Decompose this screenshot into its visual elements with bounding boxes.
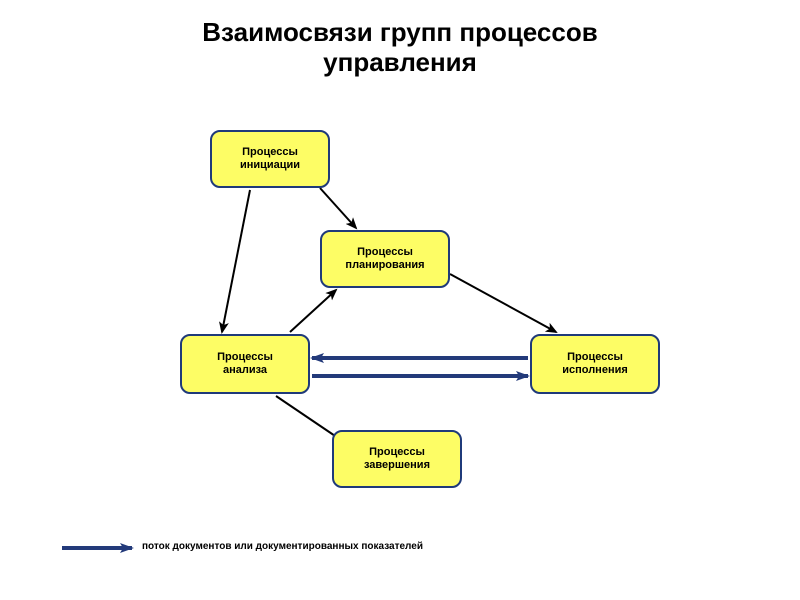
node-closing: Процессызавершения bbox=[332, 430, 462, 488]
page-title: Взаимосвязи групп процессов управления bbox=[0, 18, 800, 78]
arrow-layer bbox=[0, 0, 800, 600]
node-analysis: Процессыанализа bbox=[180, 334, 310, 394]
edge-initiation-to-analysis bbox=[222, 190, 250, 332]
edge-initiation-to-planning bbox=[320, 188, 356, 228]
title-line-1: Взаимосвязи групп процессов bbox=[202, 17, 597, 47]
node-execution: Процессыисполнения bbox=[530, 334, 660, 394]
edge-analysis-to-planning bbox=[290, 290, 336, 332]
node-label: Процессыинициации bbox=[240, 146, 300, 171]
legend-label: поток документов или документированных п… bbox=[142, 541, 423, 552]
node-label: Процессыанализа bbox=[217, 351, 273, 376]
node-label: Процессызавершения bbox=[364, 446, 430, 471]
node-label: Процессыпланирования bbox=[345, 246, 424, 271]
node-initiation: Процессыинициации bbox=[210, 130, 330, 188]
edge-planning-to-execution bbox=[450, 274, 556, 332]
process-flow-diagram: Взаимосвязи групп процессов управления П… bbox=[0, 0, 800, 600]
node-planning: Процессыпланирования bbox=[320, 230, 450, 288]
title-line-2: управления bbox=[323, 47, 477, 77]
node-label: Процессыисполнения bbox=[562, 351, 628, 376]
